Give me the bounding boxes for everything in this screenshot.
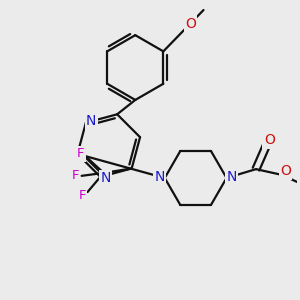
Text: O: O [280,164,291,178]
Text: F: F [77,147,85,160]
Text: O: O [185,16,196,31]
Text: N: N [154,170,165,184]
Text: N: N [227,170,237,184]
Text: N: N [100,171,111,185]
Text: N: N [86,114,96,128]
Text: F: F [71,169,79,182]
Text: O: O [264,133,275,147]
Text: F: F [79,189,86,202]
